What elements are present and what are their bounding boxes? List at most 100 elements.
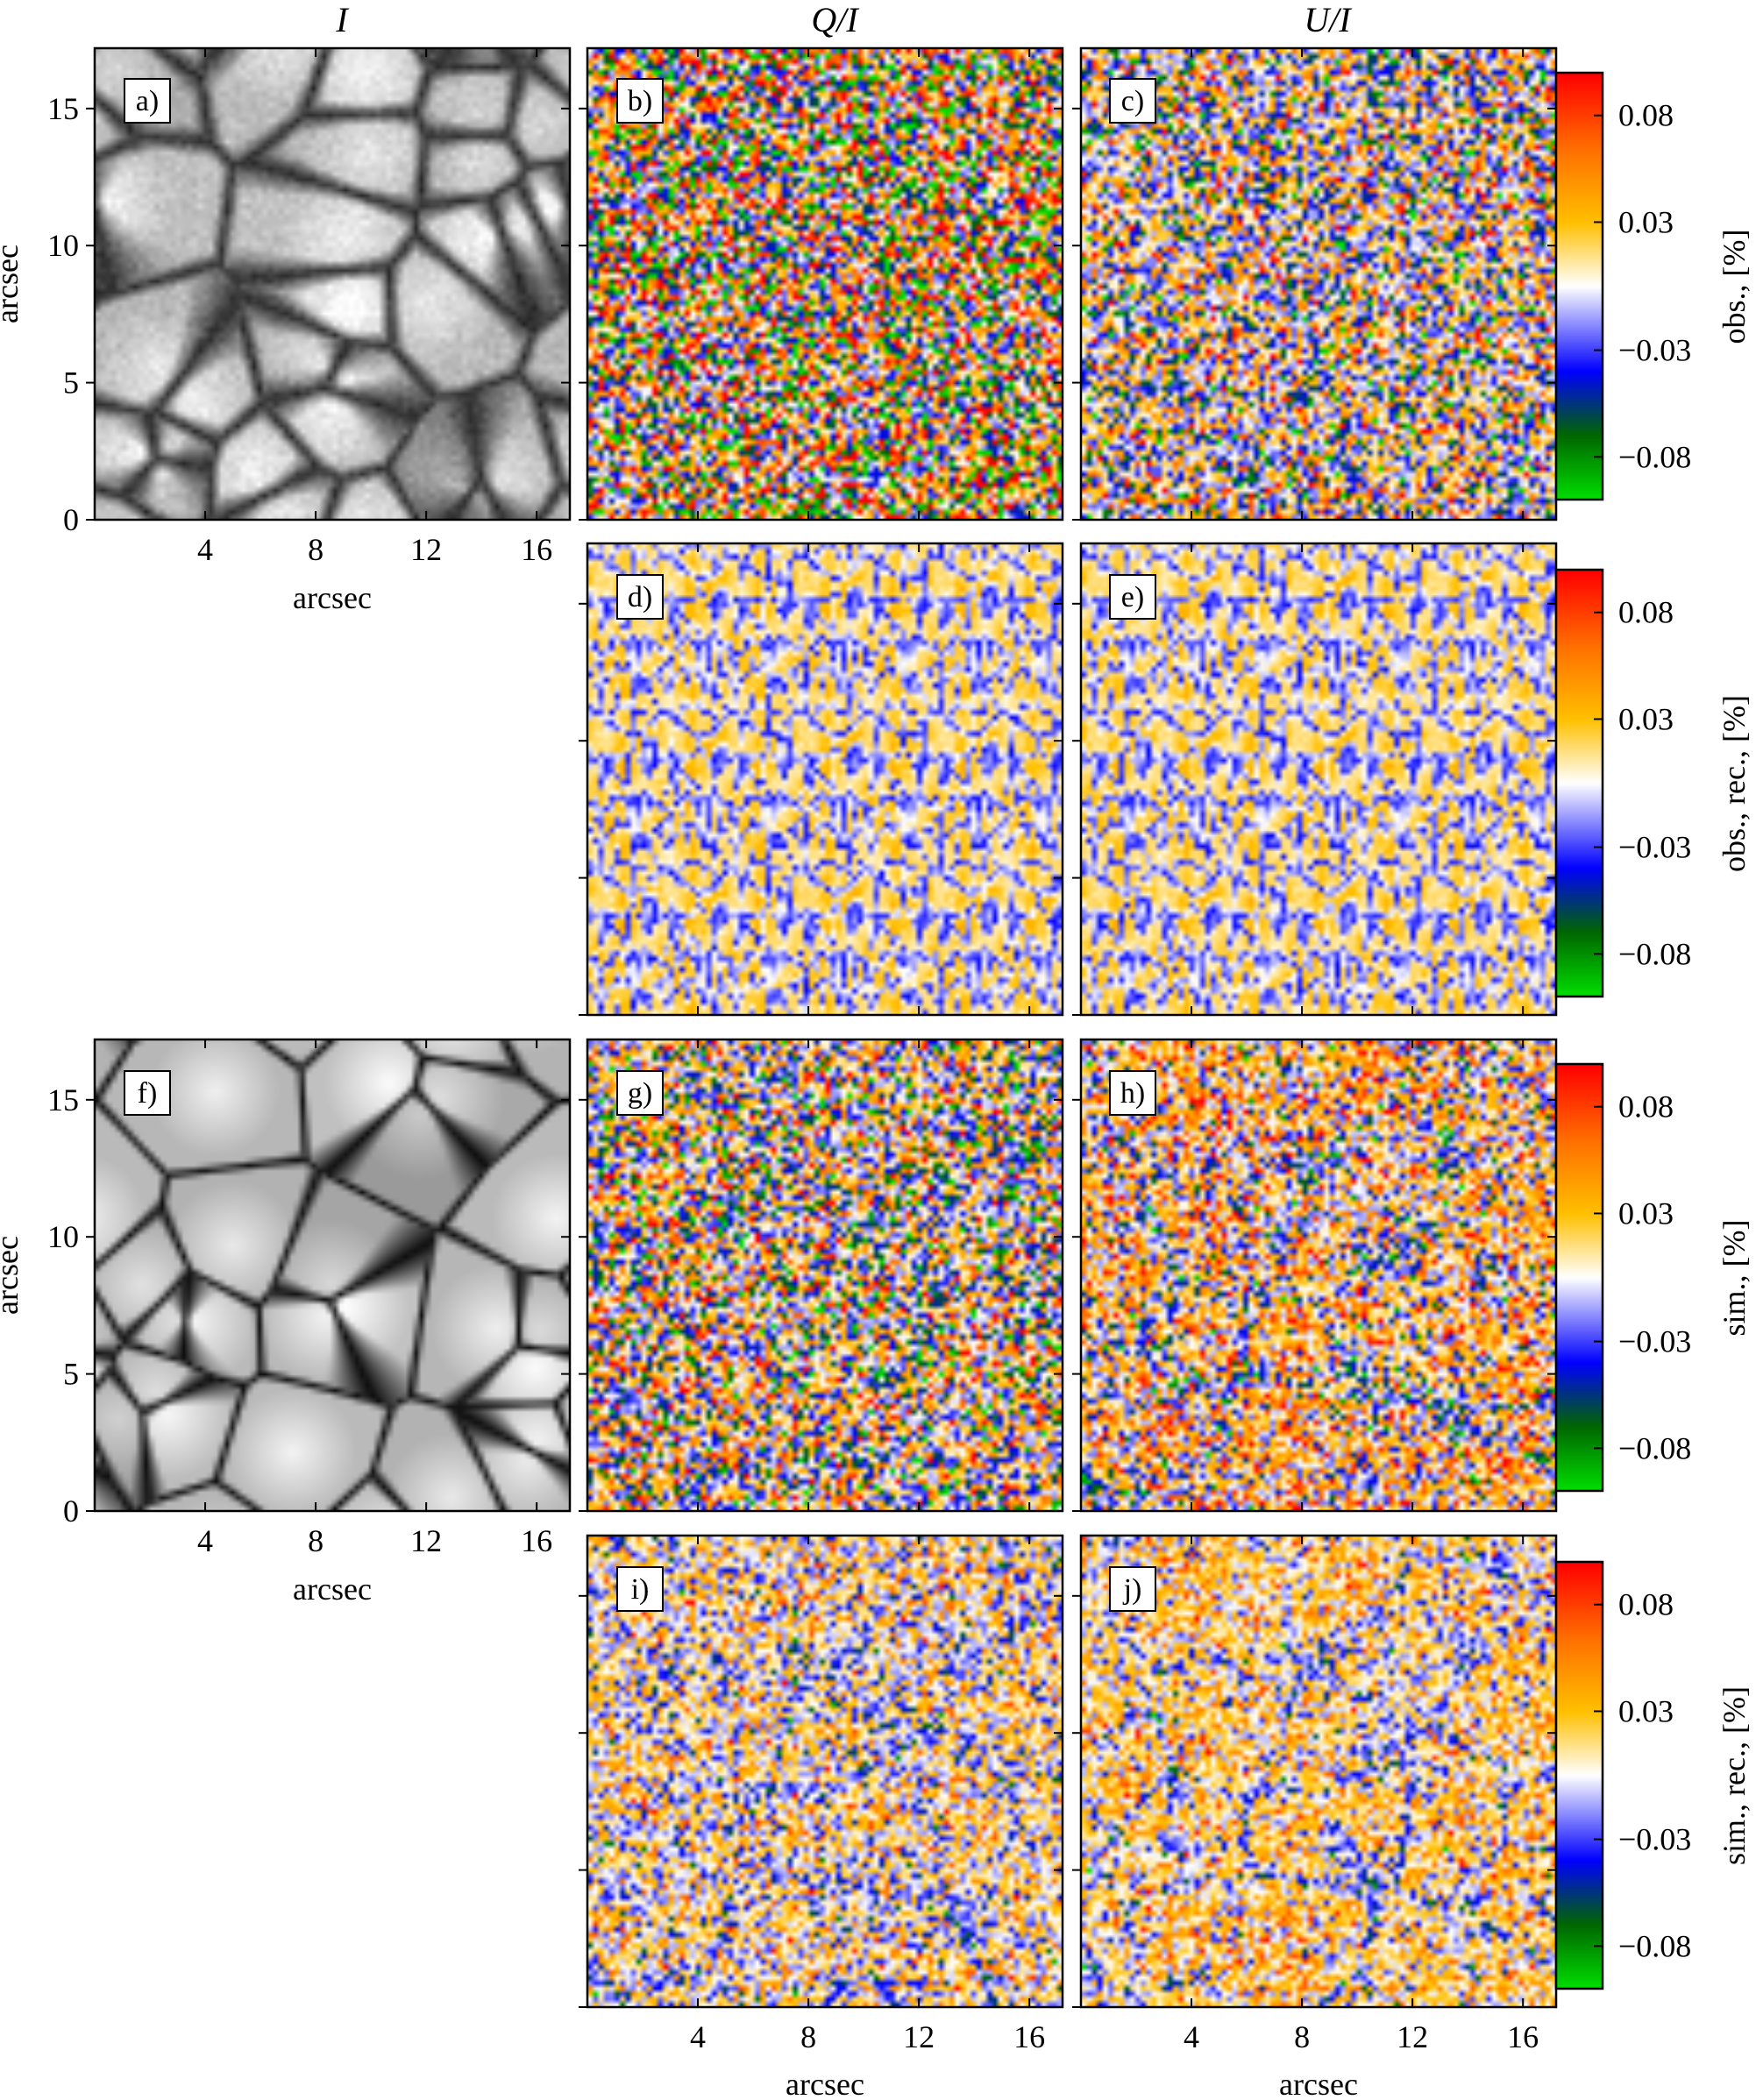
panel-b-label: b) (628, 85, 652, 117)
x-axis-title-panel-a: arcsec (293, 580, 372, 615)
panel-a-label-box (124, 78, 171, 124)
x-tick-label: 8 (308, 1523, 323, 1558)
x-tick-label: 4 (690, 2019, 706, 2054)
x-tick-label: 16 (521, 1523, 552, 1558)
axes-layer: 4 8 12 16 0 5 10 15 4 8 12 16 0 5 10 15 4 8 12 16 4 8 12 16 (47, 48, 1556, 2054)
panel-c-u-over-i-map (1081, 48, 1556, 520)
panel-g-frame (586, 1038, 1064, 1513)
colorbar-tick-label: 0.03 (1618, 204, 1674, 239)
x-tick-label: 12 (410, 1523, 442, 1558)
panel-i-q-over-i-reconstructed-map (587, 1536, 1063, 2007)
panel-i-label-box (616, 1566, 664, 1612)
y-tick-label: 15 (47, 1082, 79, 1117)
colorbar-obs-label: obs., [%] (1717, 230, 1752, 344)
colorbar-sim-rec: 0.08 0.03 −0.03 −0.08 sim., rec., [%] (1554, 1560, 1752, 1990)
y-tick-label: 0 (63, 502, 79, 537)
panel-g-q-over-i-map (587, 1039, 1063, 1511)
panel-c: c) (1079, 46, 1558, 521)
colorbar-obs-rec-frame (1554, 568, 1604, 998)
panel-d-label-box (616, 574, 664, 620)
panel-c-label-box (1109, 78, 1156, 124)
y-tick-label: 10 (47, 228, 79, 263)
colorbar-tick-label: 0.08 (1618, 595, 1674, 630)
colorbar-tick-label: 0.08 (1618, 98, 1674, 133)
colorbar-sim-ticks: 0.08 0.03 −0.03 −0.08 (1594, 1089, 1691, 1465)
panel-g: g) (586, 1038, 1064, 1513)
colorbar-obs-rec-gradient (1556, 570, 1603, 997)
colorbar-tick-label: 0.08 (1618, 1089, 1674, 1124)
panel-f-label: f) (138, 1077, 158, 1110)
colorbar-tick-label: 0.08 (1618, 1587, 1674, 1622)
panel-j-label: j) (1123, 1573, 1142, 1606)
y-tick-label: 0 (63, 1493, 79, 1529)
colorbar-tick-label: −0.08 (1618, 1430, 1691, 1465)
panel-f-intensity-map (95, 1039, 570, 1511)
panel-g-label: g) (628, 1077, 652, 1110)
x-tick-label: 4 (1184, 2019, 1199, 2054)
colorbar-tick-label: −0.03 (1618, 333, 1691, 368)
y-axis-title-bottom: arcsec (0, 1236, 25, 1315)
panel-i-frame (586, 1534, 1064, 2009)
panel-j-label-box (1109, 1566, 1156, 1612)
column-title-q-over-i: Q/I (811, 0, 859, 39)
panel-a-frame (93, 46, 572, 521)
panel-a-intensity-map (95, 48, 570, 520)
panel-e-label: e) (1121, 581, 1144, 614)
panel-e-label-box (1109, 574, 1156, 620)
colorbar-obs: 0.08 0.03 −0.03 −0.08 obs., [%] (1554, 71, 1752, 501)
colorbar-sim-rec-label: sim., rec., [%] (1717, 1686, 1752, 1865)
panel-a: a) (93, 46, 572, 521)
panel-d-label: d) (628, 581, 652, 614)
panel-c-label: c) (1121, 85, 1144, 117)
colorbar-sim: 0.08 0.03 −0.03 −0.08 sim., [%] (1554, 1062, 1752, 1493)
x-axis-title-panel-j: arcsec (1279, 2067, 1358, 2100)
panel-i: i) (586, 1534, 1064, 2009)
panel-a-label: a) (136, 85, 159, 117)
x-tick-label: 4 (197, 532, 213, 567)
x-tick-label: 8 (308, 532, 323, 567)
x-tick-label: 16 (1013, 2019, 1045, 2054)
colorbar-sim-rec-frame (1554, 1560, 1604, 1990)
colorbar-obs-rec-ticks: 0.08 0.03 −0.03 −0.08 (1594, 595, 1691, 971)
colorbar-tick-label: −0.08 (1618, 439, 1691, 474)
colorbar-tick-label: 0.03 (1618, 1195, 1674, 1231)
colorbar-tick-label: −0.08 (1618, 936, 1691, 971)
panel-h: h) (1079, 1038, 1558, 1513)
panel-b-frame (586, 46, 1064, 521)
x-tick-label: 4 (197, 1523, 213, 1558)
x-tick-label: 16 (1507, 2019, 1539, 2054)
colorbar-tick-label: −0.08 (1618, 1928, 1691, 1963)
panel-b-label-box (616, 78, 664, 124)
panel-d-q-over-i-reconstructed-map (587, 543, 1063, 1015)
y-tick-label: 5 (63, 1357, 79, 1392)
x-tick-label: 12 (410, 532, 442, 567)
panel-h-label-box (1109, 1070, 1156, 1116)
y-tick-label: 15 (47, 91, 79, 126)
x-axis-title-panel-f: arcsec (293, 1571, 372, 1607)
panel-i-label: i) (631, 1573, 650, 1606)
x-axis-title-panel-i: arcsec (786, 2067, 864, 2100)
x-tick-label: 8 (800, 2019, 816, 2054)
column-title-u-over-i: U/I (1304, 0, 1352, 39)
y-axis-title-top: arcsec (0, 245, 25, 323)
y-tick-label: 10 (47, 1219, 79, 1254)
panel-e-u-over-i-reconstructed-map (1081, 543, 1556, 1015)
panel-j-u-over-i-reconstructed-map (1081, 1536, 1556, 2007)
colorbar-obs-ticks: 0.08 0.03 −0.03 −0.08 (1594, 98, 1691, 474)
panel-h-u-over-i-map (1081, 1039, 1556, 1511)
colorbar-tick-label: 0.03 (1618, 701, 1674, 736)
panel-j: j) (1079, 1534, 1558, 2009)
x-tick-label: 16 (521, 532, 552, 567)
panel-e: e) (1079, 542, 1558, 1017)
column-title-i: I (335, 0, 349, 39)
panel-d-frame (586, 542, 1064, 1017)
panel-f-label-box (124, 1070, 171, 1116)
x-tick-label: 12 (903, 2019, 935, 2054)
panel-b-q-over-i-map (587, 48, 1063, 520)
colorbar-obs-gradient (1556, 73, 1603, 500)
panel-f-frame (93, 1038, 572, 1513)
colorbar-tick-label: −0.03 (1618, 830, 1691, 865)
colorbar-tick-label: 0.03 (1618, 1693, 1674, 1728)
panel-b: b) (586, 46, 1064, 521)
